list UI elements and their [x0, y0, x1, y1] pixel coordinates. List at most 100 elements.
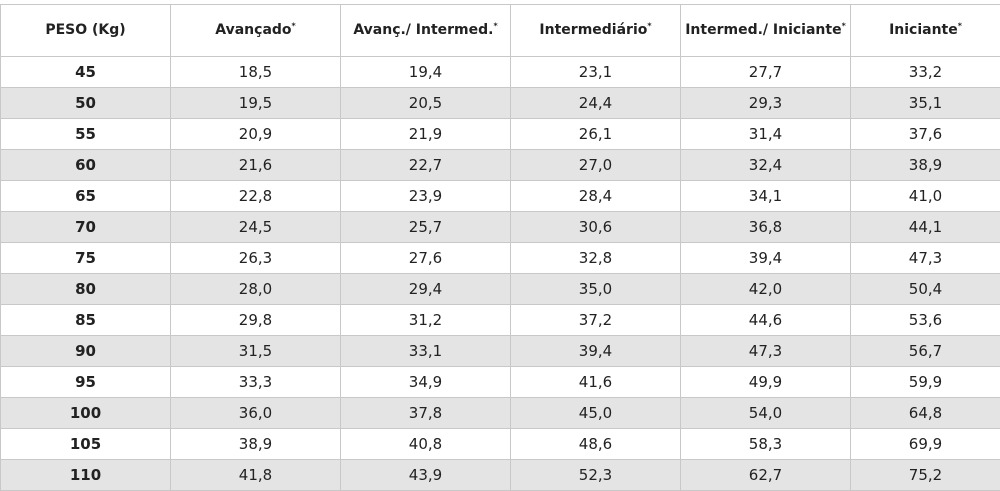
value-cell: 41,8	[171, 460, 341, 491]
value-cell: 36,8	[681, 212, 851, 243]
value-cell: 29,3	[681, 88, 851, 119]
weight-cell: 75	[1, 243, 171, 274]
value-cell: 29,4	[341, 274, 511, 305]
value-cell: 20,5	[341, 88, 511, 119]
value-cell: 53,6	[851, 305, 1000, 336]
value-cell: 45,0	[511, 398, 681, 429]
column-header-3: Intermediário*	[511, 5, 681, 57]
value-cell: 21,9	[341, 119, 511, 150]
value-cell: 37,8	[341, 398, 511, 429]
column-header-label: Intermed./ Iniciante	[685, 22, 841, 38]
weight-cell: 50	[1, 88, 171, 119]
value-cell: 47,3	[681, 336, 851, 367]
value-cell: 37,2	[511, 305, 681, 336]
value-cell: 39,4	[511, 336, 681, 367]
value-cell: 54,0	[681, 398, 851, 429]
value-cell: 44,6	[681, 305, 851, 336]
weight-cell: 60	[1, 150, 171, 181]
value-cell: 62,7	[681, 460, 851, 491]
value-cell: 39,4	[681, 243, 851, 274]
value-cell: 23,1	[511, 57, 681, 88]
value-cell: 20,9	[171, 119, 341, 150]
value-cell: 34,9	[341, 367, 511, 398]
column-header-1: Avançado*	[171, 5, 341, 57]
value-cell: 43,9	[341, 460, 511, 491]
value-cell: 26,3	[171, 243, 341, 274]
value-cell: 49,9	[681, 367, 851, 398]
value-cell: 52,3	[511, 460, 681, 491]
value-cell: 27,6	[341, 243, 511, 274]
weight-cell: 85	[1, 305, 171, 336]
value-cell: 48,6	[511, 429, 681, 460]
column-header-4: Intermed./ Iniciante*	[681, 5, 851, 57]
value-cell: 31,2	[341, 305, 511, 336]
value-cell: 36,0	[171, 398, 341, 429]
value-cell: 31,5	[171, 336, 341, 367]
weight-cell: 45	[1, 57, 171, 88]
value-cell: 24,5	[171, 212, 341, 243]
table-header: PESO (Kg)Avançado*Avanç./ Intermed.*Inte…	[1, 5, 1000, 57]
value-cell: 42,0	[681, 274, 851, 305]
footnote-mark: *	[292, 21, 296, 30]
footnote-mark: *	[647, 21, 651, 30]
weight-cell: 90	[1, 336, 171, 367]
weight-cell: 100	[1, 398, 171, 429]
value-cell: 40,8	[341, 429, 511, 460]
value-cell: 35,0	[511, 274, 681, 305]
value-cell: 38,9	[851, 150, 1000, 181]
value-cell: 19,5	[171, 88, 341, 119]
value-cell: 31,4	[681, 119, 851, 150]
value-cell: 27,7	[681, 57, 851, 88]
value-cell: 64,8	[851, 398, 1000, 429]
value-cell: 22,7	[341, 150, 511, 181]
value-cell: 29,8	[171, 305, 341, 336]
column-header-label: PESO (Kg)	[45, 22, 125, 38]
weight-cell: 55	[1, 119, 171, 150]
value-cell: 28,0	[171, 274, 341, 305]
footnote-mark: *	[958, 21, 962, 30]
value-cell: 27,0	[511, 150, 681, 181]
value-cell: 75,2	[851, 460, 1000, 491]
value-cell: 33,1	[341, 336, 511, 367]
weight-cell: 70	[1, 212, 171, 243]
weight-cell: 65	[1, 181, 171, 212]
column-header-label: Avançado	[215, 22, 291, 38]
footnote-mark: *	[842, 21, 846, 30]
weight-cell: 105	[1, 429, 171, 460]
footnote-mark: *	[493, 21, 497, 30]
value-cell: 47,3	[851, 243, 1000, 274]
column-header-5: Iniciante*	[851, 5, 1000, 57]
value-cell: 69,9	[851, 429, 1000, 460]
column-header-2: Avanç./ Intermed.*	[341, 5, 511, 57]
value-cell: 26,1	[511, 119, 681, 150]
value-cell: 32,4	[681, 150, 851, 181]
value-cell: 35,1	[851, 88, 1000, 119]
value-cell: 30,6	[511, 212, 681, 243]
weight-cell: 80	[1, 274, 171, 305]
weight-cell: 95	[1, 367, 171, 398]
column-header-0: PESO (Kg)	[1, 5, 171, 57]
value-cell: 33,3	[171, 367, 341, 398]
column-header-label: Intermediário	[539, 22, 647, 38]
value-cell: 24,4	[511, 88, 681, 119]
value-cell: 58,3	[681, 429, 851, 460]
weights-table: PESO (Kg)Avançado*Avanç./ Intermed.*Inte…	[0, 4, 1000, 491]
value-cell: 50,4	[851, 274, 1000, 305]
value-cell: 32,8	[511, 243, 681, 274]
value-cell: 23,9	[341, 181, 511, 212]
